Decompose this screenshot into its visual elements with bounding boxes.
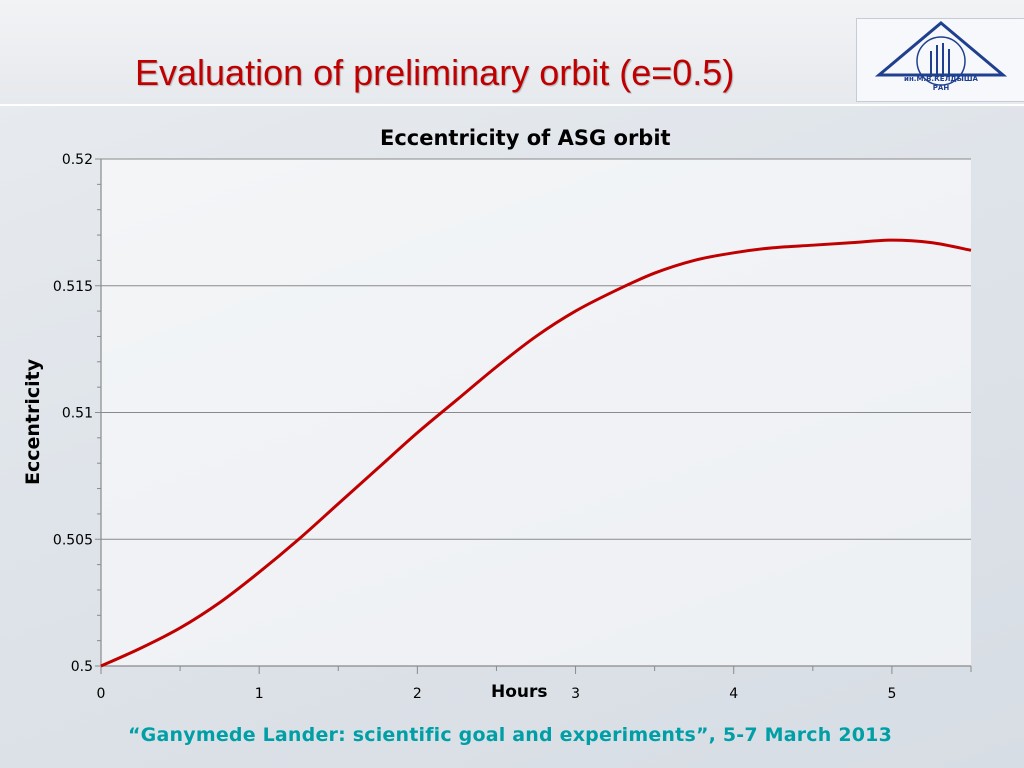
chart-gridlines <box>101 158 971 666</box>
x-axis-label: Hours <box>491 682 548 702</box>
x-tick-label: 1 <box>255 686 264 702</box>
y-tick-label: 0.515 <box>53 279 93 295</box>
x-tick-label: 2 <box>413 686 422 702</box>
institute-logo-emblem: ин.М.В.КЕЛДЫША РАН <box>874 21 1008 92</box>
logo-text-bottom: РАН <box>933 84 950 92</box>
logo-text-mid: ин.М.В.КЕЛДЫША <box>904 75 978 83</box>
y-tick-label: 0.505 <box>53 532 93 548</box>
slide-header: Evaluation of preliminary orbit (e=0.5) … <box>0 0 1024 106</box>
x-tick-label: 3 <box>571 686 580 702</box>
x-tick-label: 0 <box>97 686 106 702</box>
slide-title: Evaluation of preliminary orbit (e=0.5) <box>135 52 734 94</box>
slide-footer: “Ganymede Lander: scientific goal and ex… <box>0 724 1024 746</box>
eccentricity-series-line <box>100 238 972 668</box>
footer-text: “Ganymede Lander: scientific goal and ex… <box>128 724 892 746</box>
chart-ticks: 0.5 0.505 0.51 0.515 0.52 0 1 2 3 4 5 <box>53 152 972 702</box>
y-tick-label: 0.51 <box>62 406 93 422</box>
y-tick-label: 0.52 <box>62 152 93 168</box>
x-tick-label: 4 <box>729 686 738 702</box>
chart-series <box>100 238 972 668</box>
slide-title-suffix: (e=0.5) <box>619 52 735 93</box>
y-axis-label: Eccentricity <box>22 358 44 485</box>
institute-logo: ин.М.В.КЕЛДЫША РАН <box>856 18 1024 102</box>
slide-title-main: Evaluation of preliminary orbit <box>135 52 610 93</box>
chart-title: Eccentricity of ASG orbit <box>380 126 671 150</box>
x-tick-label: 5 <box>887 686 896 702</box>
y-tick-label: 0.5 <box>71 659 93 675</box>
